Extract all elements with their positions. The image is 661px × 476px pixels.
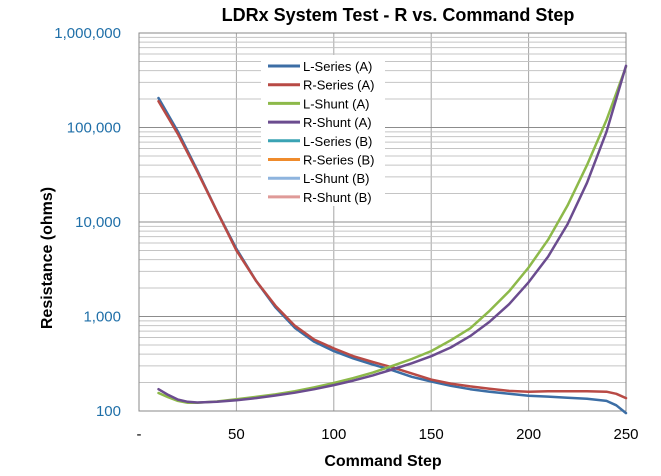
y-tick-label: 100: [96, 403, 121, 420]
y-axis-label: Resistance (ohms): [39, 187, 56, 329]
y-tick-label: 10,000: [75, 214, 121, 231]
y-tick-label: 1,000: [83, 309, 121, 326]
series-line-3: [157, 64, 628, 404]
y-tick-label: 100,000: [67, 120, 121, 137]
legend-box: [261, 55, 385, 206]
x-tick-label: 150: [419, 426, 444, 443]
x-tick-label: 50: [228, 426, 245, 443]
series-layer: [157, 64, 628, 415]
chart-title: LDRx System Test - R vs. Command Step: [222, 5, 575, 25]
legend-label-3: R-Shunt (A): [303, 115, 372, 130]
x-tick-label: 200: [516, 426, 541, 443]
legend-label-7: R-Shunt (B): [303, 190, 372, 205]
series-line-1: [157, 99, 628, 400]
x-tick-label: 100: [321, 426, 346, 443]
legend-label-4: L-Series (B): [303, 134, 372, 149]
x-tick-label: -: [137, 426, 142, 443]
legend-label-0: L-Series (A): [303, 59, 372, 74]
x-tick-labels: - 50 100 150 200 250: [137, 426, 639, 443]
x-tick-label: 250: [613, 426, 638, 443]
legend-label-5: R-Series (B): [303, 153, 375, 168]
y-tick-labels: 100 1,000 10,000 100,000 1,000,000: [54, 25, 121, 420]
legend-label-2: L-Shunt (A): [303, 96, 369, 111]
legend-label-6: L-Shunt (B): [303, 171, 369, 186]
legend: L-Series (A) R-Series (A) L-Shunt (A) R-Shu…: [261, 55, 385, 206]
y-tick-label: 1,000,000: [54, 25, 121, 42]
legend-label-1: R-Series (A): [303, 78, 375, 93]
plot-area: [138, 32, 627, 412]
x-axis-label: Command Step: [324, 453, 442, 470]
